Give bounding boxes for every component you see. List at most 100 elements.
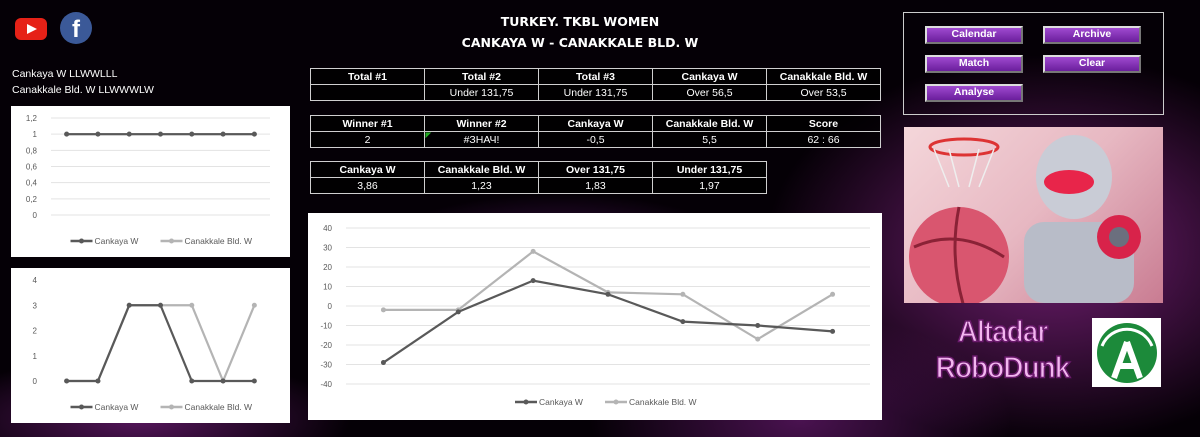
value-cell: 1,83 bbox=[538, 177, 653, 194]
data-point bbox=[189, 131, 195, 137]
form-chart-1: 1,2 1 0,8 0,6 0,4 0,2 0 Cankaya W Canakkale Bld.… bbox=[11, 106, 290, 257]
brand-line-1: Altadar bbox=[957, 315, 1049, 349]
y-tick-label: -40 bbox=[320, 380, 332, 389]
header-cell: Cankaya W bbox=[538, 115, 653, 132]
data-point bbox=[380, 307, 386, 313]
data-point bbox=[680, 319, 686, 325]
legend-label: Cankaya W bbox=[95, 402, 139, 412]
data-point bbox=[251, 378, 257, 384]
home-form: Cankaya W LLWWLLL bbox=[12, 68, 118, 80]
series-line bbox=[66, 304, 256, 384]
value-cell: 3,86 bbox=[310, 177, 425, 194]
value-cell: Under 131,75 bbox=[424, 84, 539, 101]
header-cell: Cankaya W bbox=[310, 161, 425, 178]
y-tick-label: 20 bbox=[323, 263, 332, 272]
y-tick-label: 4 bbox=[33, 276, 38, 285]
y-tick-label: 0,8 bbox=[26, 146, 38, 155]
calendar-button[interactable]: Calendar bbox=[925, 26, 1023, 44]
value-cell: 5,5 bbox=[652, 131, 767, 148]
data-point bbox=[220, 131, 226, 137]
header-cell: Canakkale Bld. W bbox=[652, 115, 767, 132]
data-point bbox=[189, 378, 195, 384]
y-tick-label: 1 bbox=[33, 130, 38, 139]
y-tick-label: -10 bbox=[320, 322, 332, 331]
data-point bbox=[680, 291, 686, 297]
legend-marker bbox=[79, 404, 84, 410]
value-cell bbox=[310, 84, 425, 101]
header-cell: Total #2 bbox=[424, 68, 539, 85]
y-tick-label: 0,4 bbox=[26, 179, 38, 188]
y-tick-label: 40 bbox=[323, 224, 332, 233]
value-cell: 1,97 bbox=[652, 177, 767, 194]
y-tick-label: 0 bbox=[33, 377, 38, 386]
value-cell: Over 56,5 bbox=[652, 84, 767, 101]
value-cell: 2 bbox=[310, 131, 425, 148]
form-chart-2: 4 3 2 1 0 Cankaya W Canakkale Bld. W bbox=[11, 268, 290, 423]
data-point bbox=[830, 328, 836, 334]
data-point bbox=[755, 323, 761, 328]
clear-button[interactable]: Clear bbox=[1043, 55, 1141, 73]
value-cell: #ЗНАЧ! bbox=[424, 131, 539, 148]
data-point bbox=[95, 131, 101, 137]
header-cell: Over 131,75 bbox=[538, 161, 653, 178]
league-title: TURKEY. TKBL WOMEN bbox=[500, 14, 660, 29]
header-cell: Score bbox=[766, 115, 881, 132]
value-cell: 1,23 bbox=[424, 177, 539, 194]
legend-label: Cankaya W bbox=[539, 397, 583, 407]
y-tick-label: 2 bbox=[33, 327, 38, 336]
youtube-icon[interactable] bbox=[15, 18, 47, 40]
data-point bbox=[126, 302, 132, 308]
header-cell: Under 131,75 bbox=[652, 161, 767, 178]
brand-logo-text: Altadar RoboDunk bbox=[925, 314, 1080, 385]
y-tick-label: 0,2 bbox=[26, 195, 38, 204]
y-tick-label: 1,2 bbox=[26, 114, 38, 123]
match-button[interactable]: Match bbox=[925, 55, 1023, 73]
y-tick-label: 0 bbox=[328, 302, 333, 311]
data-point bbox=[380, 360, 386, 366]
button-panel: Calendar Archive Match Clear Analyse bbox=[903, 12, 1164, 115]
away-form: Canakkale Bld. W LLWWWLW bbox=[12, 84, 154, 96]
data-point bbox=[126, 131, 132, 137]
winners-table: Winner #1 Winner #2 Cankaya W Canakkale Bld… bbox=[310, 115, 881, 148]
value-cell: 62 : 66 bbox=[766, 131, 881, 148]
data-point bbox=[220, 378, 226, 384]
y-tick-label: 1 bbox=[33, 352, 38, 361]
y-tick-label: 10 bbox=[323, 283, 332, 292]
header-cell: Total #1 bbox=[310, 68, 425, 85]
data-point bbox=[251, 302, 257, 308]
archive-button[interactable]: Archive bbox=[1043, 26, 1141, 44]
data-point bbox=[830, 291, 836, 297]
header-cell: Cankaya W bbox=[652, 68, 767, 85]
y-tick-label: 0,6 bbox=[26, 163, 38, 172]
header-cell: Total #3 bbox=[538, 68, 653, 85]
data-point bbox=[530, 248, 536, 254]
data-point bbox=[64, 131, 70, 137]
totals-table: Total #1 Total #2 Total #3 Cankaya W Canakka… bbox=[310, 68, 881, 101]
header-cell: Canakkale Bld. W bbox=[424, 161, 539, 178]
brand-line-2: RoboDunk bbox=[935, 350, 1071, 384]
header-cell: Canakkale Bld. W bbox=[766, 68, 881, 85]
data-point bbox=[251, 131, 257, 137]
y-tick-label: 0 bbox=[33, 211, 38, 220]
header-cell: Winner #1 bbox=[310, 115, 425, 132]
data-point bbox=[95, 378, 101, 384]
legend-marker bbox=[79, 238, 84, 244]
altadar-logo bbox=[1092, 318, 1161, 387]
legend-marker bbox=[169, 404, 174, 410]
match-title: CANKAYA W - CANAKKALE BLD. W bbox=[461, 35, 699, 50]
y-tick-label: 3 bbox=[33, 301, 38, 310]
robot-basketball-image bbox=[904, 127, 1163, 303]
legend-label: Canakkale Bld. W bbox=[629, 397, 697, 407]
difference-chart: 40 30 20 10 0 -10 -20 -30 -40 Cankaya W Canakkale … bbox=[308, 213, 882, 420]
data-point bbox=[64, 378, 70, 384]
y-tick-label: -20 bbox=[320, 341, 332, 350]
legend-marker bbox=[613, 399, 619, 405]
value-cell: Under 131,75 bbox=[538, 84, 653, 101]
value-cell: Over 53,5 bbox=[766, 84, 881, 101]
analyse-button[interactable]: Analyse bbox=[925, 84, 1023, 102]
data-point bbox=[189, 302, 195, 308]
legend-label: Canakkale Bld. W bbox=[185, 236, 253, 246]
legend-marker bbox=[169, 238, 174, 244]
facebook-icon[interactable]: f bbox=[60, 12, 92, 44]
legend-marker bbox=[523, 399, 529, 405]
